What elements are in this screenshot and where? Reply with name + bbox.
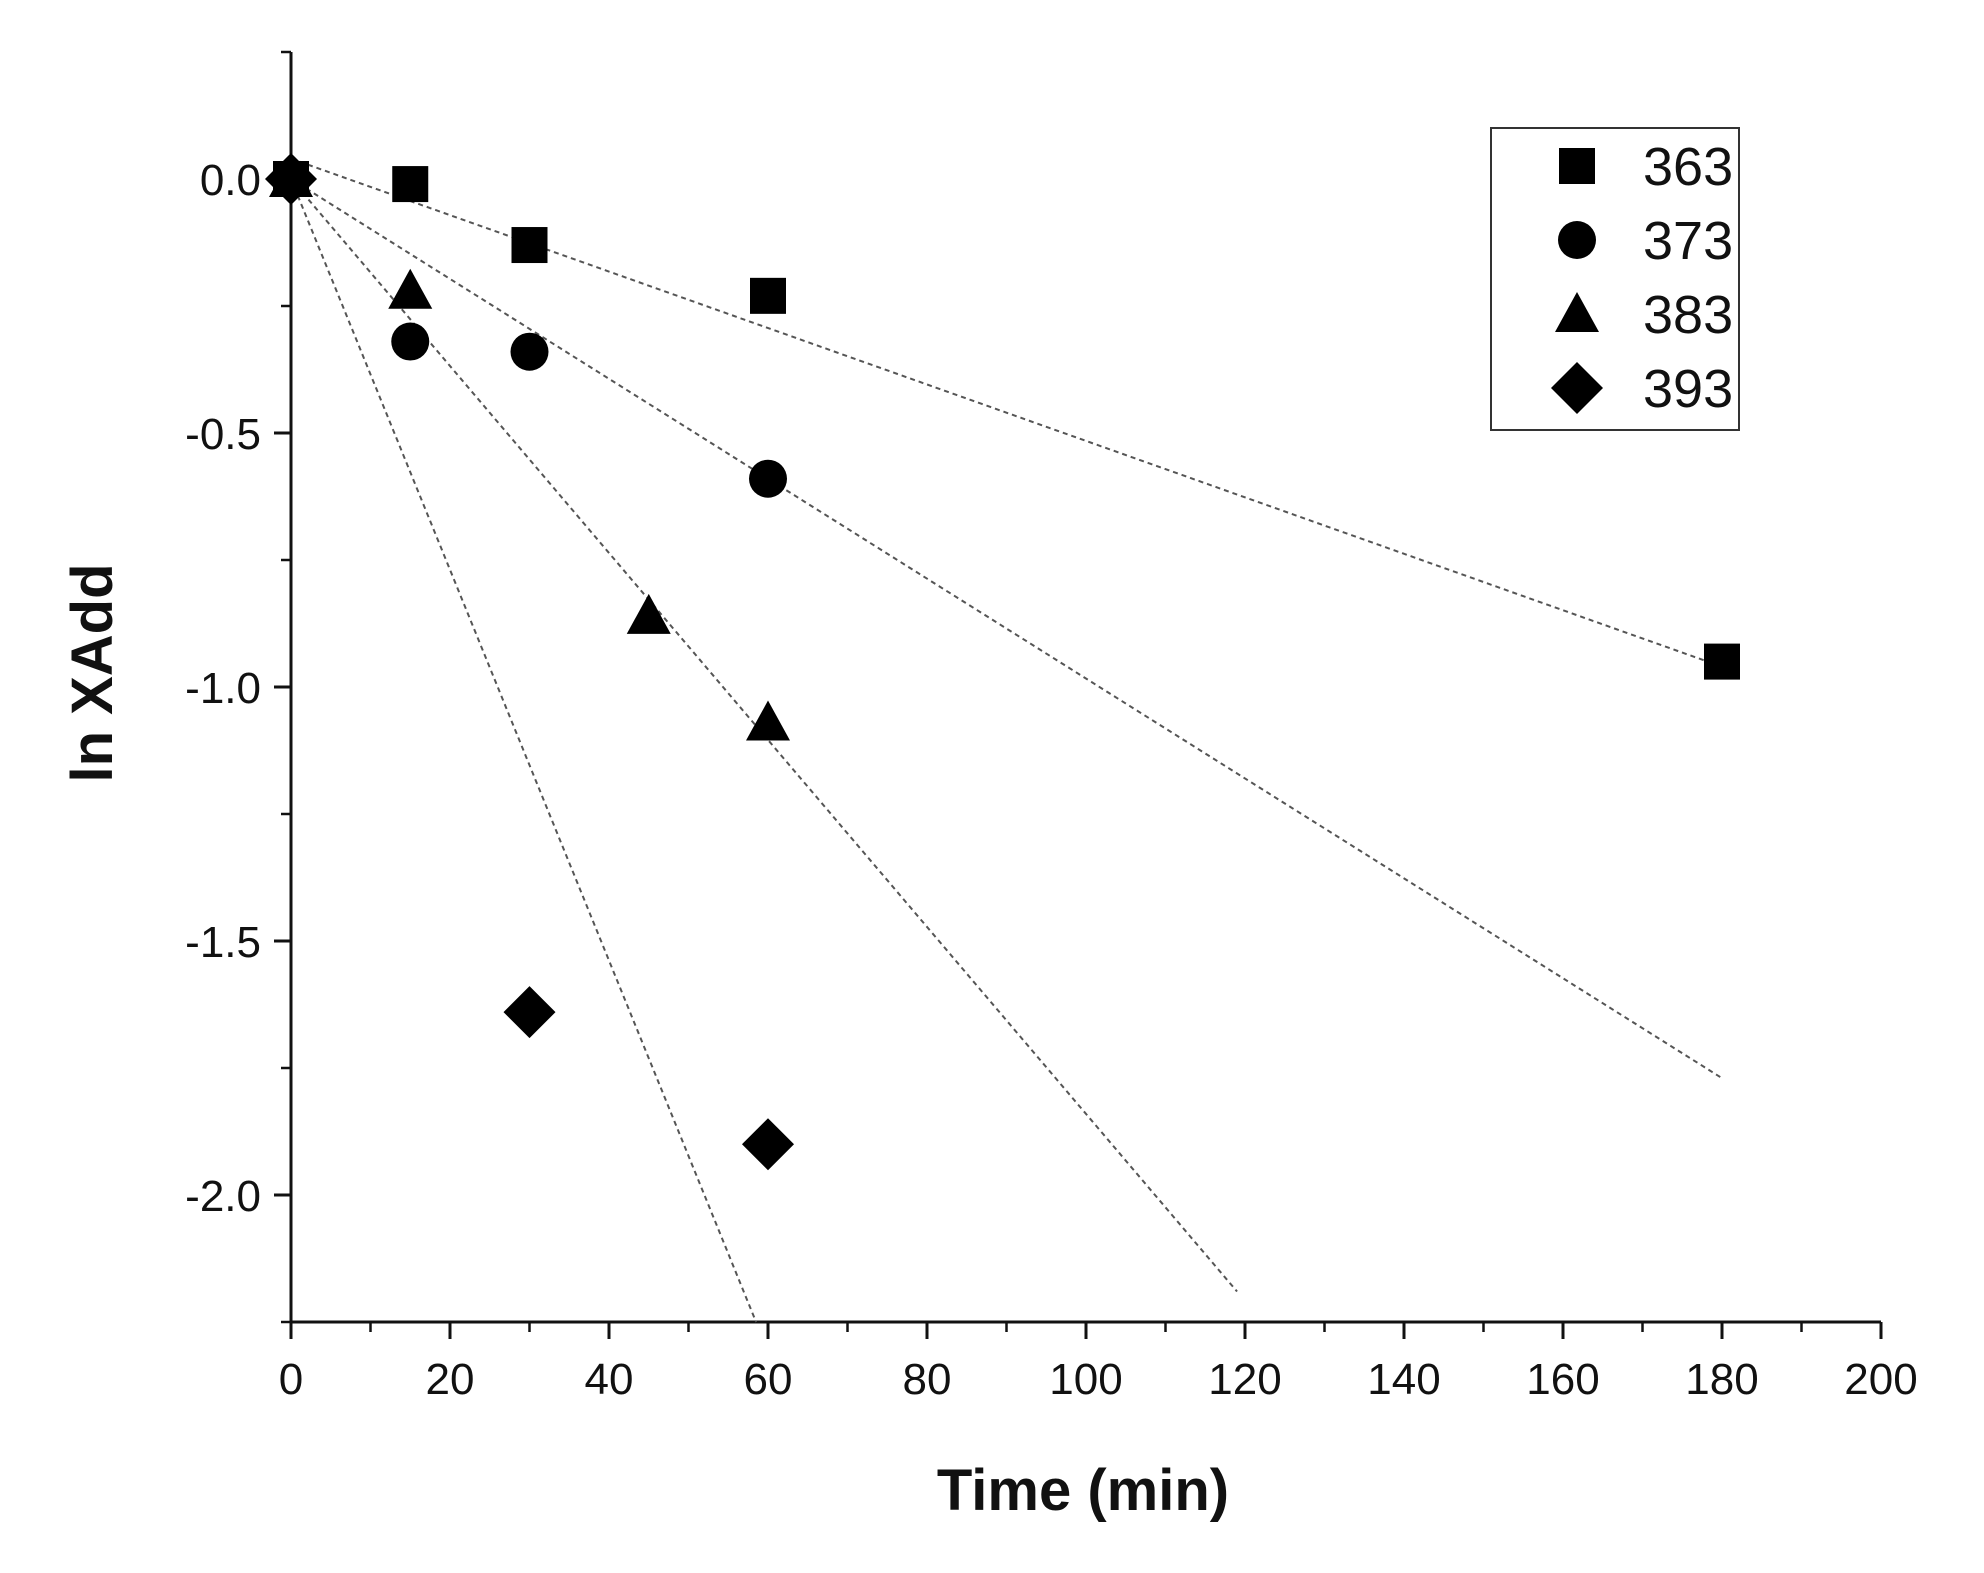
point-363-square [511, 227, 548, 264]
legend-label-363: 363 [1643, 137, 1733, 197]
point-383-triangle [626, 593, 671, 634]
point-363-square [392, 166, 429, 203]
x-tick-label: 60 [744, 1355, 793, 1404]
point-393-diamond [503, 986, 556, 1039]
x-tick-label: 120 [1208, 1355, 1281, 1404]
x-tick-label: 100 [1049, 1355, 1122, 1404]
point-373-circle [510, 332, 549, 371]
y-tick-label: -0.5 [185, 410, 261, 459]
legend: 363 373 383 393 [1490, 127, 1740, 431]
legend-symbol-circle [1558, 221, 1596, 259]
x-tick-label: 180 [1685, 1355, 1758, 1404]
axes [274, 50, 1883, 1339]
point-383-triangle [746, 700, 790, 741]
point-363-square [1704, 643, 1740, 680]
point-373-circle [749, 459, 787, 498]
x-tick-label: 80 [903, 1355, 952, 1404]
y-tick-label: -1.5 [185, 918, 261, 967]
legend-box [1490, 127, 1740, 431]
legend-symbol-square [1559, 148, 1595, 184]
legend-symbol-triangle [1555, 292, 1599, 332]
point-373-circle [391, 322, 430, 361]
legend-label-373: 373 [1643, 211, 1733, 271]
point-393-diamond [742, 1118, 794, 1171]
x-tick-label: 40 [585, 1355, 634, 1404]
legend-label-383: 383 [1643, 285, 1733, 345]
y-axis-title: ln XAdd [60, 563, 125, 782]
fit-line-373 [290, 178, 1723, 1080]
x-tick-label: 20 [426, 1355, 475, 1404]
x-tick-label: 140 [1367, 1355, 1440, 1404]
y-tick-label: 0.0 [200, 156, 261, 205]
point-383-triangle [388, 268, 433, 309]
tick-labels: 0 20 40 60 80 100 120 140 160 180 200 0.0 -0.5 -1.0 -1… [185, 156, 1918, 1404]
x-axis-title: Time (min) [937, 1458, 1229, 1523]
fit-line-393 [290, 178, 758, 1323]
x-tick-label: 200 [1844, 1355, 1917, 1404]
x-tick-label: 0 [279, 1355, 303, 1404]
x-tick-label: 160 [1526, 1355, 1599, 1404]
data-markers [265, 153, 1740, 1171]
y-tick-label: -1.0 [185, 664, 261, 713]
legend-symbol-diamond [1551, 362, 1603, 414]
y-tick-label: -2.0 [185, 1172, 261, 1221]
point-363-square [750, 277, 786, 314]
legend-label-393: 393 [1643, 359, 1733, 419]
point-393-diamond [265, 153, 317, 205]
